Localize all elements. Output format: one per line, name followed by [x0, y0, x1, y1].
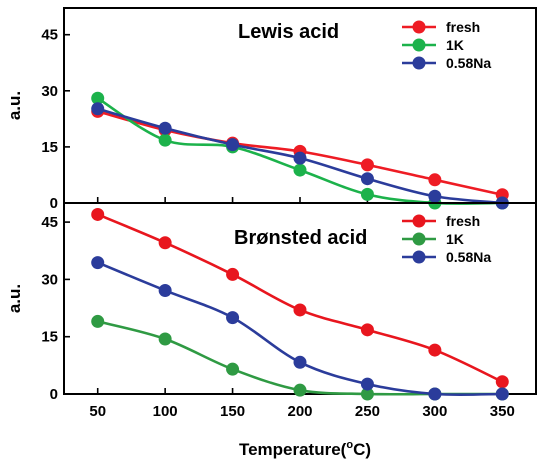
panel-lewis: 0 15 30 45 a.u. Lewis acid fresh 1K 0.58Na: [5, 7, 537, 212]
data-point-fresh: [428, 173, 442, 187]
legend-swatch-marker: [412, 38, 426, 52]
data-point-fresh: [91, 207, 105, 221]
legend-label-0.58Na: 0.58Na: [446, 55, 491, 71]
data-point-fresh: [360, 158, 374, 172]
data-point-fresh: [360, 323, 374, 337]
data-point-0.58Na: [495, 387, 509, 401]
y-axis-title: a.u.: [5, 91, 24, 120]
x-tick-label: 300: [422, 403, 447, 420]
data-point-1K: [91, 91, 105, 105]
x-tick-label: 150: [220, 403, 245, 420]
y-tick-label: 15: [41, 139, 58, 156]
legend-label-0.58Na: 0.58Na: [446, 249, 491, 265]
y-tick-label: 15: [41, 329, 58, 346]
legend-swatch-marker: [412, 56, 426, 70]
data-point-fresh: [226, 267, 240, 281]
y-tick-label: 45: [41, 27, 58, 44]
data-point-1K: [91, 314, 105, 328]
panel-title: Lewis acid: [238, 21, 339, 43]
y-tick-label: 0: [50, 386, 58, 403]
data-point-1K: [158, 133, 172, 147]
y-tick-label: 30: [41, 271, 58, 288]
data-point-1K: [293, 163, 307, 177]
data-point-fresh: [495, 375, 509, 389]
data-point-0.58Na: [360, 172, 374, 186]
y-axis-title: a.u.: [5, 284, 24, 313]
data-point-0.58Na: [226, 138, 240, 152]
legend-label-1K: 1K: [446, 37, 464, 53]
legend-swatch-marker: [412, 232, 426, 246]
x-tick-label: 50: [89, 403, 106, 420]
data-point-0.58Na: [428, 189, 442, 203]
data-point-1K: [226, 362, 240, 376]
data-point-fresh: [158, 236, 172, 250]
x-axis-title: Temperature(oC): [239, 439, 371, 459]
legend-label-fresh: fresh: [446, 19, 480, 35]
panel-title: Brønsted acid: [234, 227, 367, 249]
data-point-0.58Na: [158, 121, 172, 135]
data-point-0.58Na: [91, 102, 105, 116]
data-point-1K: [158, 332, 172, 346]
panel-bronsted: 0 15 30 45 50 100 150 200 250 300 350 a.u. Brønsted …: [5, 202, 537, 420]
data-point-0.58Na: [158, 283, 172, 297]
x-tick-label: 200: [287, 403, 312, 420]
data-point-fresh: [293, 303, 307, 317]
legend-swatch-marker: [412, 250, 426, 264]
data-point-0.58Na: [360, 377, 374, 391]
data-point-0.58Na: [428, 387, 442, 401]
x-tick-label: 250: [355, 403, 380, 420]
legend-swatch-marker: [412, 20, 426, 34]
data-point-1K: [293, 383, 307, 397]
legend-label-fresh: fresh: [446, 213, 480, 229]
legend-swatch-marker: [412, 214, 426, 228]
legend-label-1K: 1K: [446, 231, 464, 247]
x-tick-label: 100: [153, 403, 178, 420]
data-point-fresh: [428, 343, 442, 357]
data-point-0.58Na: [91, 256, 105, 270]
data-point-1K: [360, 187, 374, 201]
y-tick-label: 0: [50, 195, 58, 212]
data-point-1K: [360, 387, 374, 401]
y-tick-label: 45: [41, 214, 58, 231]
data-point-0.58Na: [293, 151, 307, 165]
x-tick-label: 350: [490, 403, 515, 420]
data-point-0.58Na: [226, 311, 240, 325]
data-point-0.58Na: [293, 355, 307, 369]
y-tick-label: 30: [41, 83, 58, 100]
